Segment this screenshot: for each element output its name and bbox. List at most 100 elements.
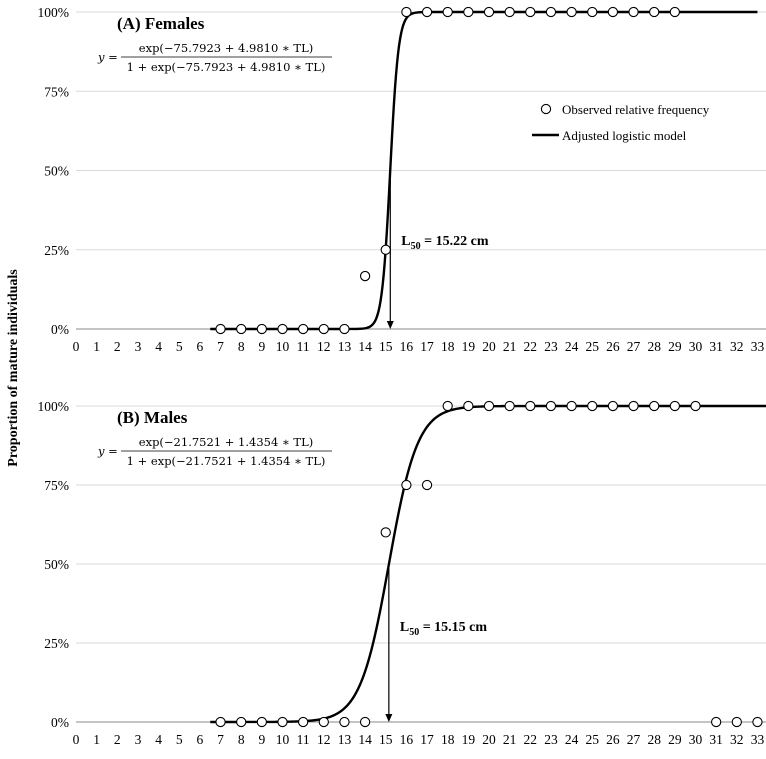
observed-point (505, 7, 514, 16)
x-tick-label: 12 (317, 339, 331, 354)
legend-observed-marker (541, 104, 550, 113)
equation-lhs: y = (97, 444, 118, 458)
observed-point (361, 717, 370, 726)
observed-point (484, 401, 493, 410)
x-tick-label: 2 (114, 732, 121, 747)
x-tick-label: 8 (238, 732, 245, 747)
observed-point (484, 7, 493, 16)
x-tick-label: 20 (482, 732, 496, 747)
x-tick-label: 15 (379, 339, 393, 354)
equation-numerator: exp(−21.7521 + 1.4354 ∗ TL) (139, 435, 313, 449)
y-tick-label: 25% (44, 243, 69, 258)
x-tick-label: 29 (668, 732, 682, 747)
x-tick-label: 28 (647, 339, 661, 354)
observed-point (443, 7, 452, 16)
observed-point (608, 7, 617, 16)
l50-label: L50 = 15.15 cm (400, 620, 488, 638)
observed-point (319, 717, 328, 726)
x-tick-label: 6 (197, 732, 204, 747)
y-tick-label: 25% (44, 636, 69, 651)
observed-point (464, 401, 473, 410)
observed-point (278, 717, 287, 726)
observed-point (670, 7, 679, 16)
y-tick-label: 50% (44, 557, 69, 572)
x-tick-label: 6 (197, 339, 204, 354)
x-tick-label: 27 (627, 339, 641, 354)
x-tick-label: 26 (606, 732, 620, 747)
x-tick-label: 2 (114, 339, 121, 354)
y-tick-label: 75% (44, 478, 69, 493)
observed-point (237, 717, 246, 726)
x-tick-label: 3 (135, 732, 142, 747)
x-tick-label: 24 (565, 732, 579, 747)
x-tick-label: 13 (338, 732, 352, 747)
x-tick-label: 18 (441, 732, 455, 747)
x-tick-label: 32 (730, 732, 744, 747)
legend-model-label: Adjusted logistic model (562, 128, 687, 143)
observed-point (257, 717, 266, 726)
x-tick-label: 21 (503, 732, 517, 747)
observed-point (546, 401, 555, 410)
l50-arrow-head (387, 321, 394, 329)
equation-denominator: 1 + exp(−75.7923 + 4.9810 ∗ TL) (127, 60, 326, 74)
x-tick-label: 30 (689, 732, 703, 747)
observed-point (216, 324, 225, 333)
observed-point (608, 401, 617, 410)
observed-point (650, 401, 659, 410)
l50-subscript: 50 (409, 627, 419, 638)
observed-point (691, 401, 700, 410)
x-tick-label: 8 (238, 339, 245, 354)
x-tick-label: 26 (606, 339, 620, 354)
y-tick-label: 100% (38, 5, 70, 20)
observed-point (361, 271, 370, 280)
observed-point (340, 717, 349, 726)
x-tick-label: 19 (462, 339, 476, 354)
observed-point (753, 717, 762, 726)
x-tick-label: 22 (524, 339, 538, 354)
x-tick-label: 19 (462, 732, 476, 747)
equation-numerator: exp(−75.7923 + 4.9810 ∗ TL) (139, 41, 313, 55)
observed-point (464, 7, 473, 16)
x-tick-label: 28 (647, 732, 661, 747)
x-tick-label: 31 (709, 732, 723, 747)
x-tick-label: 33 (751, 732, 765, 747)
x-tick-label: 4 (155, 339, 162, 354)
x-tick-label: 22 (524, 732, 538, 747)
l50-symbol: L (400, 620, 409, 635)
observed-point (670, 401, 679, 410)
observed-point (381, 245, 390, 254)
x-tick-label: 12 (317, 732, 331, 747)
observed-point (712, 717, 721, 726)
legend: Observed relative frequency Adjusted logi… (532, 102, 710, 143)
observed-point (422, 480, 431, 489)
equation-lhs: y = (97, 50, 118, 64)
x-tick-label: 0 (73, 339, 80, 354)
l50-symbol: L (401, 234, 410, 249)
observed-point (340, 324, 349, 333)
panel-title: (B) Males (117, 408, 188, 427)
legend-observed-label: Observed relative frequency (562, 102, 710, 117)
observed-point (567, 7, 576, 16)
x-tick-label: 17 (420, 339, 434, 354)
x-tick-label: 31 (709, 339, 723, 354)
y-tick-label: 50% (44, 164, 69, 179)
x-tick-label: 9 (258, 732, 265, 747)
x-tick-label: 24 (565, 339, 579, 354)
panel-title: (A) Females (117, 14, 205, 33)
x-tick-label: 20 (482, 339, 496, 354)
observed-point (257, 324, 266, 333)
x-tick-label: 18 (441, 339, 455, 354)
x-tick-label: 29 (668, 339, 682, 354)
y-tick-label: 100% (38, 399, 70, 414)
observed-point (526, 7, 535, 16)
observed-point (299, 324, 308, 333)
x-tick-label: 1 (93, 732, 100, 747)
x-tick-label: 13 (338, 339, 352, 354)
l50-label: L50 = 15.22 cm (401, 234, 489, 252)
x-tick-label: 4 (155, 732, 162, 747)
y-axis-label: Proportion of mature individuals (6, 269, 21, 467)
